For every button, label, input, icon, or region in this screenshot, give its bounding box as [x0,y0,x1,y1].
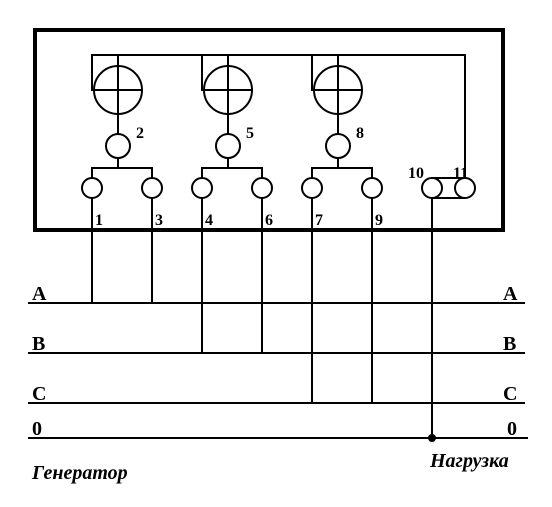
caption-load: Нагрузка [430,450,509,473]
phase-label-left-B: B [32,333,45,356]
phase-label-left-0: 0 [32,418,42,441]
terminal-label-3: 3 [155,212,163,230]
phase-label-left-A: A [32,283,46,306]
phase-label-right-0: 0 [507,418,517,441]
phase-label-right-B: B [503,333,516,356]
terminal-label-9: 9 [375,212,383,230]
terminal-label-11: 11 [453,165,468,183]
phase-label-right-C: C [503,383,517,406]
terminal-label-10: 10 [408,165,424,183]
phase-label-right-A: A [503,283,517,306]
terminal-label-4: 4 [205,212,213,230]
terminal-label-1: 1 [95,212,103,230]
terminal-label-6: 6 [265,212,273,230]
terminal-label-2: 2 [136,125,144,143]
terminal-label-5: 5 [246,125,254,143]
terminal-label-8: 8 [356,125,364,143]
terminal-label-7: 7 [315,212,323,230]
wiring-diagram [0,0,552,507]
phase-label-left-C: C [32,383,46,406]
caption-generator: Генератор [32,462,128,485]
